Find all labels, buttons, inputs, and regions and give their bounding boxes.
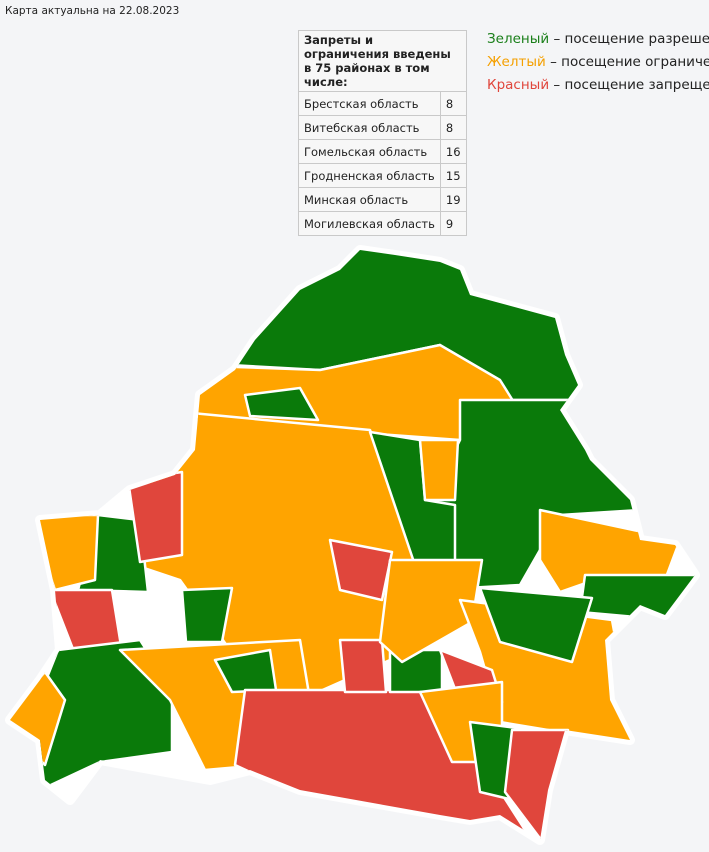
legend-color-name: Желтый	[487, 54, 546, 70]
caption: Карта актуальна на 22.08.2023	[5, 5, 180, 17]
table-header: Запреты и ограничения введены в 75 район…	[298, 30, 467, 92]
district	[378, 558, 484, 664]
table-body: Брестская область 8 Витебская область 8 Гоме…	[298, 91, 467, 236]
legend-color-name: Красный	[487, 77, 550, 93]
region-name: Гродненская область	[298, 163, 441, 188]
region-count: 19	[439, 187, 467, 212]
table-row: Могилевская область 9	[298, 211, 467, 236]
legend-description: – посещение разрешено	[553, 31, 709, 47]
legend-item: Красный – посещение запрещено	[487, 74, 709, 97]
table-header-row: Запреты и ограничения введены в 75 район…	[298, 30, 467, 92]
region-name: Брестская область	[298, 91, 441, 116]
region-count: 16	[439, 139, 467, 164]
table-row: Гродненская область 15	[298, 163, 467, 188]
table-row: Минская область 19	[298, 187, 467, 212]
legend: Зеленый – посещение разрешеноЖелтый – по…	[487, 28, 709, 97]
table-row: Гомельская область 16	[298, 139, 467, 164]
legend-color-name: Зеленый	[487, 31, 550, 47]
district	[478, 586, 594, 664]
districts	[10, 250, 695, 840]
legend-description: – посещение ограничено	[550, 54, 709, 70]
region-name: Минская область	[298, 187, 441, 212]
region-count: 8	[439, 91, 467, 116]
table-row: Витебская область 8	[298, 115, 467, 140]
legend-item: Зеленый – посещение разрешено	[487, 28, 709, 51]
legend-description: – посещение запрещено	[553, 77, 709, 93]
district	[328, 538, 394, 602]
region-table: Запреты и ограничения введены в 75 район…	[298, 30, 467, 236]
region-count: 15	[439, 163, 467, 188]
district	[338, 638, 388, 694]
district	[418, 438, 460, 502]
legend-item: Желтый – посещение ограничено	[487, 51, 709, 74]
region-name: Гомельская область	[298, 139, 441, 164]
region-count: 9	[439, 211, 467, 236]
region-count: 8	[439, 115, 467, 140]
district	[180, 586, 234, 644]
district	[243, 386, 320, 422]
table-row: Брестская область 8	[298, 91, 467, 116]
district	[503, 728, 570, 840]
region-name: Могилевская область	[298, 211, 441, 236]
region-name: Витебская область	[298, 115, 441, 140]
